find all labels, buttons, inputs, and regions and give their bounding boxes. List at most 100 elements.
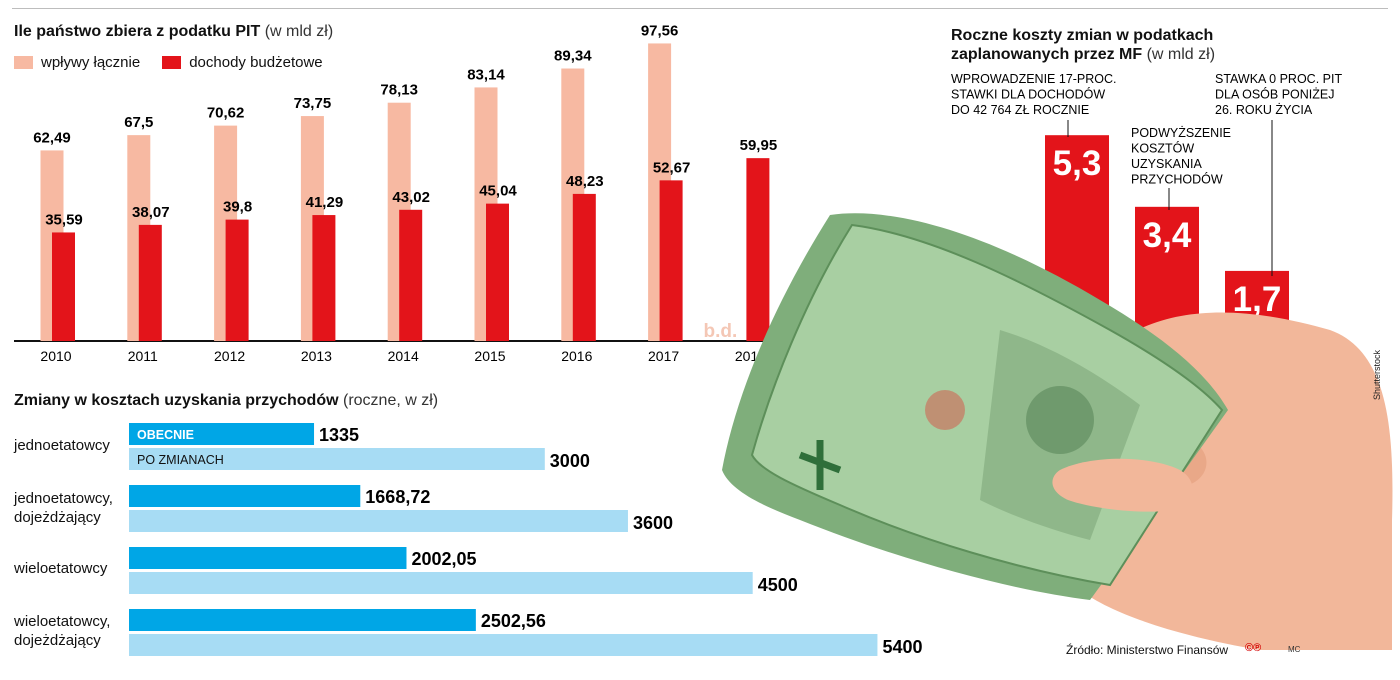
bar-current-4: [129, 609, 476, 631]
label-budget-2018: 59,95: [740, 137, 778, 154]
mf-title-line2: zaplanowanych przez MF: [951, 46, 1143, 63]
tick-label-2014: 2014: [388, 348, 419, 364]
value-after-4: 5400: [882, 637, 922, 657]
bar-budget-2017: [659, 180, 683, 341]
costs-row-label-3: wieloetatowcy: [14, 559, 107, 578]
bar-current-2: [129, 485, 361, 507]
bar-budget-2018: [746, 158, 770, 341]
tick-label-2015: 2015: [474, 348, 505, 364]
money-photo: [722, 213, 1393, 650]
value-current-3: 2002,05: [411, 549, 476, 569]
mf-annotation-1-line1: WPROWADZENIE 17-PROC.: [951, 72, 1117, 86]
copyright-mark: ©℗: [1245, 642, 1262, 654]
tick-label-2010: 2010: [40, 348, 71, 364]
costs-row-label-4: wieloetatowcy, dojeżdżający: [14, 612, 110, 650]
legend-label-total: wpływy łącznie: [41, 54, 141, 71]
bar-current-3: [129, 547, 407, 569]
label-budget-2015: 45,04: [479, 183, 517, 200]
label-total-2013: 73,75: [294, 95, 332, 112]
inbar-label-current: OBECNIE: [137, 428, 194, 442]
bar-after-4: [129, 634, 878, 656]
value-current-1: 1335: [319, 425, 359, 445]
value-current-2: 1668,72: [365, 487, 430, 507]
bar-budget-2012: [225, 219, 249, 341]
label-budget-2014: 43,02: [392, 189, 430, 206]
bar-budget-2013: [312, 215, 336, 341]
mf-annotation-1-line2: STAWKI DLA DOCHODÓW: [951, 87, 1105, 102]
mf-annotation-3-line3: 26. ROKU ŻYCIA: [1215, 103, 1313, 117]
costs-row-label-2: jednoetatowcy, dojeżdżający: [14, 489, 113, 527]
value-after-3: 4500: [758, 575, 798, 595]
mf-value-1: 5,3: [1053, 144, 1102, 183]
banknote-portrait: [1026, 386, 1094, 454]
label-total-2012: 70,62: [207, 105, 245, 122]
label-budget-2011: 38,07: [132, 204, 170, 221]
pit-title-unit: (w mld zł): [264, 23, 334, 40]
label-total-2018: b.d.: [704, 321, 738, 342]
label-budget-2016: 48,23: [566, 173, 604, 190]
label-total-2017: 97,56: [641, 22, 679, 39]
bar-after-1: [129, 448, 545, 470]
bar-current-1: [129, 423, 315, 445]
label-total-2015: 83,14: [467, 66, 505, 83]
label-total-2011: 67,5: [124, 114, 153, 131]
costs-row-label-4-line1: wieloetatowcy,: [14, 613, 111, 630]
mf-bar-2: [1135, 206, 1199, 335]
bar-budget-2015: [486, 203, 509, 341]
costs-row-label-1-line1: jednoetatowcy: [14, 437, 110, 454]
value-current-4: 2502,56: [481, 611, 546, 631]
mf-value-2: 3,4: [1143, 216, 1192, 255]
banknote-ornament: [925, 390, 965, 430]
tick-label-2016: 2016: [561, 348, 592, 364]
costs-row-label-2-line2: dojeżdżający: [14, 509, 101, 526]
pit-legend: wpływy łącznie dochody budżetowe: [14, 54, 345, 71]
bar-budget-2011: [138, 224, 162, 341]
tick-label-2017: 2017: [648, 348, 679, 364]
costs-row-label-1: jednoetatowcy: [14, 436, 110, 455]
top-rule: [12, 8, 1388, 9]
costs-row-label-3-line1: wieloetatowcy: [14, 560, 108, 577]
mf-title-unit: (w mld zł): [1146, 46, 1216, 63]
value-after-1: 3000: [550, 451, 590, 471]
mf-annotation-2-line3: UZYSKANIA: [1131, 157, 1203, 171]
inbar-label-after: PO ZMIANACH: [137, 453, 224, 467]
costs-row-label-4-line2: dojeżdżający: [14, 632, 101, 649]
legend-label-budget: dochody budżetowe: [189, 54, 323, 71]
bar-after-2: [129, 510, 628, 532]
index-finger: [1052, 458, 1193, 512]
photo-credit: Shutterstock: [1372, 349, 1382, 400]
pit-chart-title: Ile państwo zbiera z podatku PIT (w mld …: [14, 23, 333, 41]
label-total-2016: 89,34: [554, 48, 592, 65]
mf-annotation-2-line2: KOSZTÓW: [1131, 141, 1194, 156]
mf-annotation-3-line1: STAWKA 0 PROC. PIT: [1215, 72, 1342, 86]
mf-value-3: 1,7: [1233, 280, 1282, 319]
mf-annotation-2-line4: PRZYCHODÓW: [1131, 172, 1223, 187]
costs-title-text: Zmiany w kosztach uzyskania przychodów: [14, 392, 339, 409]
mf-annotation-2-line1: PODWYŻSZENIE: [1131, 126, 1231, 140]
label-budget-2012: 39,8: [223, 199, 252, 216]
costs-row-label-2-line1: jednoetatowcy,: [14, 490, 113, 507]
pit-title-text: Ile państwo zbiera z podatku PIT: [14, 23, 261, 40]
label-total-2014: 78,13: [380, 82, 418, 99]
value-after-2: 3600: [633, 513, 673, 533]
costs-title-unit: (roczne, w zł): [342, 392, 439, 409]
costs-chart-title: Zmiany w kosztach uzyskania przychodów (…: [14, 392, 438, 410]
source-note: Źródło: Ministerstwo Finansów: [1066, 643, 1229, 657]
banknote-cross-icon: [798, 440, 842, 490]
label-budget-2010: 35,59: [45, 211, 83, 228]
bar-after-3: [129, 572, 753, 594]
author-initials: MC: [1288, 645, 1301, 654]
legend-swatch-total: [14, 56, 33, 69]
label-total-2010: 62,49: [33, 129, 71, 146]
bar-budget-2014: [399, 209, 423, 341]
tick-label-2012: 2012: [214, 348, 245, 364]
bar-budget-2010: [52, 232, 75, 341]
mf-annotation-3-line2: DLA OSÓB PONIŻEJ: [1215, 87, 1334, 102]
mf-title-line1: Roczne koszty zmian w podatkach: [951, 27, 1214, 44]
tick-label-2013: 2013: [301, 348, 332, 364]
label-budget-2017: 52,67: [653, 159, 691, 176]
mf-chart-title: Roczne koszty zmian w podatkach zaplanow…: [951, 26, 1215, 64]
mf-annotation-1-line3: DO 42 764 ZŁ ROCZNIE: [951, 103, 1089, 117]
